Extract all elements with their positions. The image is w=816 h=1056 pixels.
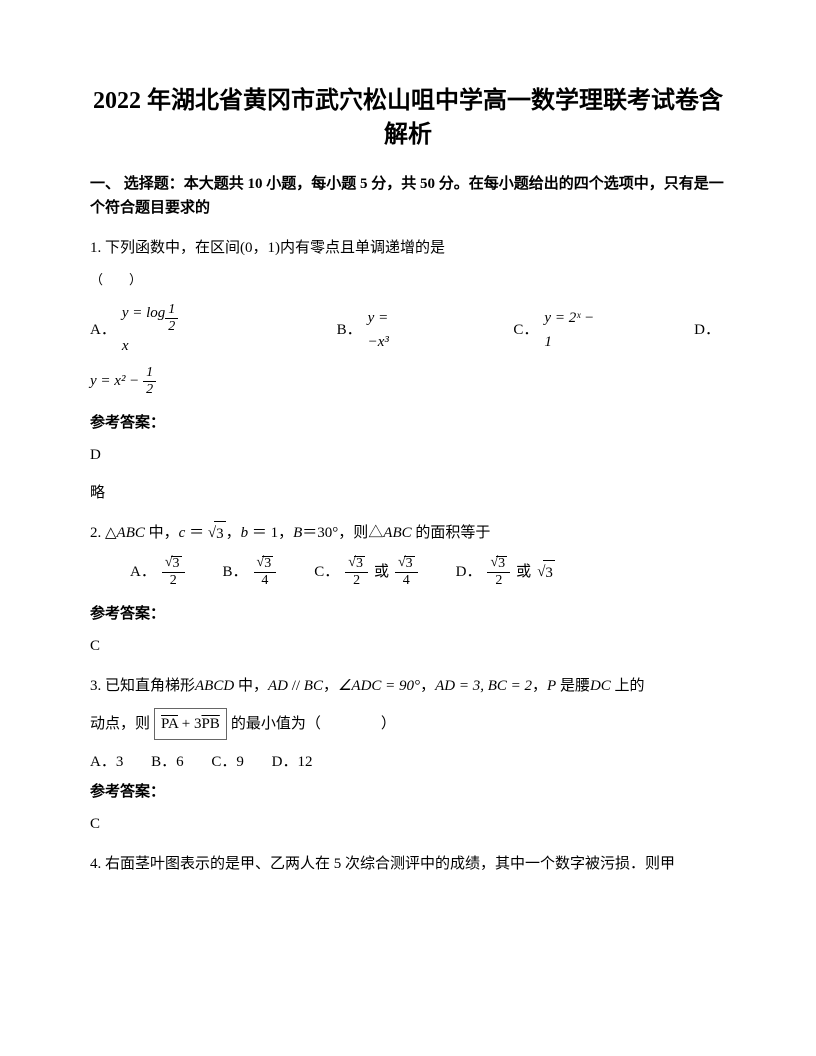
q1-options-row1: A． y = log12 x B． y = −x³ C． y = 2ˣ − 1 …	[90, 301, 726, 358]
q3-adlen: AD = 3, BC = 2	[435, 678, 532, 694]
q3-s6: ，	[532, 678, 547, 694]
q2-mid2: ，	[226, 525, 241, 541]
q1-option-a: A． y = log12 x	[90, 301, 179, 358]
q1-optd-den: 2	[143, 382, 156, 397]
q2-d-or: 或	[516, 560, 531, 584]
q2-stem: 2. △ABC 中，c ＝ 3，b ＝ 1，B＝30°，则△ABC 的面积等于	[90, 521, 726, 546]
q1-option-d-label: D．	[694, 318, 726, 342]
q3-opt-a: A．3	[90, 754, 123, 770]
q3-dc: DC	[590, 678, 611, 694]
q3-angle: ∠ADC = 90°	[338, 678, 420, 694]
page-title: 2022 年湖北省黄冈市武穴松山咀中学高一数学理联考试卷含解析	[90, 85, 726, 152]
q3-s4: ，	[323, 678, 338, 694]
q3-s3: //	[288, 678, 304, 694]
q2-c-or: 或	[374, 560, 389, 584]
q2-mid3: ＝30°，则△	[302, 525, 383, 541]
q4-stem: 4. 右面茎叶图表示的是甲、乙两人在 5 次综合测评中的成绩，其中一个数字被污损…	[90, 852, 726, 876]
q2-end: 的面积等于	[412, 525, 491, 541]
q3-s7: 是腰	[556, 678, 590, 694]
q3-vec-pb: PB	[201, 716, 219, 732]
section-1-header: 一、 选择题：本大题共 10 小题，每小题 5 分，共 50 分。在每小题给出的…	[90, 172, 726, 220]
q3-abcd: ABCD	[195, 678, 234, 694]
q3-p: P	[547, 678, 556, 694]
q2-b-label: B．	[223, 560, 248, 584]
q2-d-sqrt: 3	[543, 560, 555, 585]
q1-opt-c-label: C．	[513, 318, 538, 342]
q2-sqrt3: 3	[214, 521, 226, 546]
q2-c-den1: 2	[350, 573, 363, 588]
q1-opt-c-math: y = 2ˣ − 1	[544, 306, 596, 354]
q3-s9: 动点，则	[90, 712, 150, 736]
q3-s2: 中，	[234, 678, 268, 694]
q1-option-c: C． y = 2ˣ − 1	[513, 306, 596, 354]
q2-a-den: 2	[167, 573, 180, 588]
q1-optd-num: 1	[143, 366, 156, 382]
q2-option-d: D． 3 2 或 3	[456, 556, 555, 588]
q2-answer-label: 参考答案：	[90, 602, 726, 626]
q3-s5: ，	[420, 678, 435, 694]
q3-opt-c: C．9	[211, 754, 244, 770]
q2-abc: ABC	[117, 525, 145, 541]
q2-options: A． 3 2 B． 3 4 C． 3 2 或 3 4 D． 3 2 或 3	[130, 556, 726, 588]
q3-stem-line1: 3. 已知直角梯形ABCD 中，AD // BC，∠ADC = 90°，AD =…	[90, 674, 726, 698]
q1-opt-b-math: y = −x³	[368, 306, 406, 354]
q3-answer-label: 参考答案：	[90, 780, 726, 804]
q3-s1: 3. 已知直角梯形	[90, 678, 195, 694]
q1-optd-pre: y = x² −	[90, 373, 143, 389]
q1-explain: 略	[90, 481, 726, 505]
q2-pre: 2. △	[90, 525, 117, 541]
q1-answer: D	[90, 443, 726, 467]
q2-option-b: B． 3 4	[223, 556, 277, 588]
q1-stem: 1. 下列函数中，在区间(0，1)内有零点且单调递增的是	[90, 236, 726, 260]
q3-opt-b: B．6	[151, 754, 184, 770]
q2-c-num2: 3	[404, 556, 415, 571]
q2-c-den2: 4	[400, 573, 413, 588]
q3-answer: C	[90, 812, 726, 836]
q1-opt-d-label: D．	[694, 318, 720, 342]
q2-b-den: 4	[258, 573, 271, 588]
q2-option-a: A． 3 2	[130, 556, 185, 588]
q3-ad: AD	[268, 678, 288, 694]
q2-answer: C	[90, 634, 726, 658]
q1-opt-a-var: x	[122, 338, 129, 354]
q1-option-d-math: y = x² − 12	[90, 366, 726, 397]
q2-c-num1: 3	[354, 556, 365, 571]
q2-eq2: ＝ 1，	[248, 525, 293, 541]
q2-mid1: 中，	[145, 525, 179, 541]
q1-opt-a-math: y = log12 x	[122, 301, 179, 358]
q2-eq1: ＝	[185, 525, 208, 541]
q3-vector-box: PA + 3PB	[154, 708, 227, 740]
q3-s8: 上的	[611, 678, 645, 694]
q3-s10: 的最小值为（ ）	[231, 712, 396, 736]
q2-a-num: 3	[171, 556, 182, 571]
q2-d-den: 2	[492, 573, 505, 588]
q1-paren: （ ）	[90, 270, 726, 291]
q3-bc: BC	[304, 678, 323, 694]
q3-opt-d: D．12	[272, 754, 313, 770]
q2-Bvar: B	[293, 525, 302, 541]
q3-options: A．3 B．6 C．9 D．12	[90, 750, 726, 774]
q3-vec-pa: PA	[161, 716, 178, 732]
q2-c-label: C．	[314, 560, 339, 584]
q1-answer-label: 参考答案：	[90, 411, 726, 435]
q2-b-num: 3	[262, 556, 273, 571]
q3-stem-line2: 动点，则 PA + 3PB 的最小值为（ ）	[90, 708, 726, 740]
q1-opt-b-label: B．	[337, 318, 362, 342]
q2-abc2: ABC	[383, 525, 411, 541]
q1-opt-a-label: A．	[90, 318, 116, 342]
q2-option-c: C． 3 2 或 3 4	[314, 556, 417, 588]
q2-b: b	[241, 525, 249, 541]
q2-a-label: A．	[130, 560, 156, 584]
q1-option-b: B． y = −x³	[337, 306, 406, 354]
q1-opt-a-pre: y = log	[122, 305, 165, 321]
q2-d-label: D．	[456, 560, 482, 584]
q2-d-num: 3	[496, 556, 507, 571]
